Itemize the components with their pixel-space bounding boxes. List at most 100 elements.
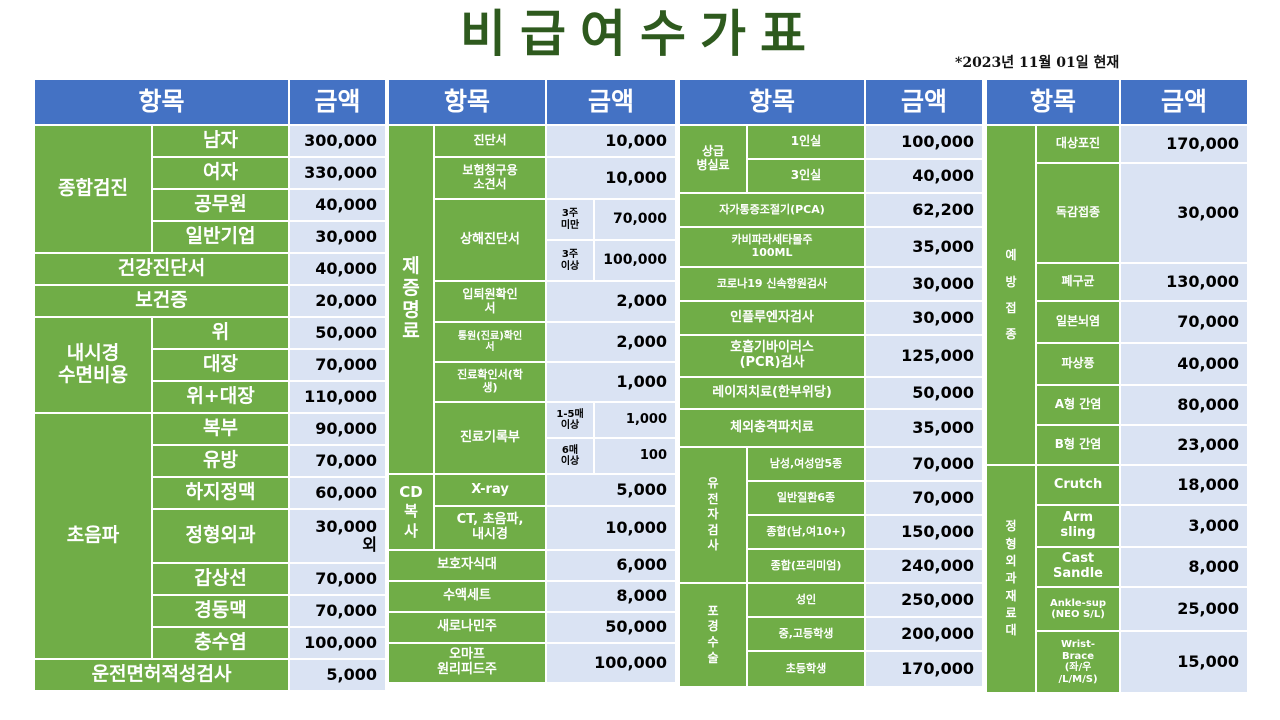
- item-value: 70,000: [288, 562, 388, 596]
- item-label: 상해진단서: [432, 198, 548, 282]
- item-value: 1,000: [593, 401, 678, 439]
- item-value: 50,000: [288, 316, 388, 350]
- item-value: 80,000: [1119, 384, 1250, 426]
- item-label: 일반질환6종: [745, 480, 867, 516]
- item-label: 초등학생: [745, 650, 867, 688]
- sub-label: 3주 미만: [545, 198, 596, 241]
- header-amount: 금액: [864, 78, 985, 126]
- item-value: 40,000: [864, 158, 985, 194]
- item-label: 경동맥: [150, 594, 291, 628]
- item-label: 성인: [745, 582, 867, 618]
- item-label: Crutch: [1034, 464, 1122, 506]
- page-title: 비급여수가표: [460, 5, 820, 63]
- item-value: 5,000: [545, 473, 678, 507]
- item-value: 40,000: [288, 252, 388, 286]
- category-ultrasound: 초음파: [33, 412, 153, 660]
- item-label: 자가통증조절기(PCA): [677, 192, 867, 228]
- item-label: Ankle-sup (NEO S/L): [1034, 586, 1122, 632]
- item-label: 운전면허적성검사: [32, 658, 291, 692]
- item-value: 170,000: [864, 650, 985, 688]
- item-value: 35,000: [864, 408, 985, 448]
- item-label: 일본뇌염: [1034, 300, 1122, 344]
- item-label: 입퇴원확인 서: [432, 280, 548, 323]
- header-amount: 금액: [1119, 78, 1250, 126]
- item-label: X-ray: [432, 473, 548, 507]
- item-value: 40,000: [1119, 342, 1250, 386]
- item-label: 보호자식대: [386, 549, 548, 582]
- item-label: 카비파라세타몰주 100ML: [677, 226, 867, 268]
- item-value: 10,000: [545, 124, 678, 158]
- header-amount: 금액: [288, 78, 388, 126]
- item-label: 체외충격파치료: [677, 408, 867, 448]
- category-orthosis: 정 형 외 과 재 료 대: [985, 464, 1037, 694]
- item-value: 50,000: [545, 611, 678, 644]
- header-item: 항목: [386, 78, 548, 126]
- item-label: 대장: [150, 348, 291, 382]
- item-label: 정형외과: [150, 508, 291, 564]
- item-label: Cast Sandle: [1034, 546, 1122, 588]
- item-label: 중,고등학생: [745, 616, 867, 652]
- item-label: 복부: [150, 412, 291, 446]
- item-value: 130,000: [1119, 262, 1250, 302]
- item-value: 70,000: [288, 594, 388, 628]
- item-value: 30,000: [864, 266, 985, 302]
- item-value: 100,000: [593, 239, 678, 282]
- category-room: 상급 병실료: [678, 124, 748, 194]
- header-item: 항목: [984, 78, 1122, 126]
- header-item: 항목: [32, 78, 291, 126]
- header-item: 항목: [677, 78, 867, 126]
- price-table-4: 항목 금액 예 방 접 종 대상포진 170,000 독감접종 30,000 폐…: [984, 78, 1250, 694]
- item-label: 종합(프리미엄): [745, 548, 867, 584]
- item-label: 일반기업: [150, 220, 291, 254]
- item-value: 70,000: [593, 198, 678, 241]
- item-label: 위+대장: [150, 380, 291, 414]
- sub-label: 6매 이상: [545, 437, 596, 475]
- item-value: 90,000: [288, 412, 388, 446]
- item-value: 60,000: [288, 476, 388, 510]
- item-value: 30,000: [288, 220, 388, 254]
- item-label: 독감접종: [1034, 162, 1122, 264]
- item-value: 70,000: [864, 446, 985, 482]
- item-label: 대상포진: [1034, 124, 1122, 164]
- item-label: 1인실: [745, 124, 867, 160]
- item-label: 종합(남,여10+): [745, 514, 867, 550]
- item-label: 인플루엔자검사: [677, 300, 867, 336]
- item-label: 보험청구용 소견서: [432, 156, 548, 200]
- item-value: 8,000: [545, 580, 678, 613]
- item-label: B형 간염: [1034, 424, 1122, 466]
- item-value: 2,000: [545, 321, 678, 363]
- item-value: 70,000: [288, 444, 388, 478]
- item-value: 30,000: [864, 300, 985, 336]
- item-label: 남자: [150, 124, 291, 158]
- header-amount: 금액: [545, 78, 678, 126]
- category-health-checkup: 종합검진: [33, 124, 153, 254]
- item-value: 18,000: [1119, 464, 1250, 506]
- item-value: 5,000: [288, 658, 388, 692]
- item-label: 진료기록부: [432, 401, 548, 475]
- item-label: 건강진단서: [32, 252, 291, 286]
- sub-label: 3주 이상: [545, 239, 596, 282]
- item-label: 유방: [150, 444, 291, 478]
- item-value: 10,000: [545, 505, 678, 551]
- item-value: 10,000: [545, 156, 678, 200]
- item-label: 오마프 원리피드주: [386, 642, 548, 684]
- item-label: 호흡기바이러스 (PCR)검사: [677, 334, 867, 378]
- item-value: 100: [593, 437, 678, 475]
- sub-label: 1-5매 이상: [545, 401, 596, 439]
- item-value: 70,000: [1119, 300, 1250, 344]
- item-label: 폐구균: [1034, 262, 1122, 302]
- category-cd-copy: CD 복 사: [387, 473, 435, 551]
- item-value: 100,000: [864, 124, 985, 160]
- item-value: 2,000: [545, 280, 678, 323]
- item-label: 위: [150, 316, 291, 350]
- item-value: 110,000: [288, 380, 388, 414]
- item-label: 여자: [150, 156, 291, 190]
- item-value: 23,000: [1119, 424, 1250, 466]
- item-value: 100,000: [545, 642, 678, 684]
- category-genetic: 유 전 자 검 사: [678, 446, 748, 584]
- item-value: 30,000: [1119, 162, 1250, 264]
- item-label: 통원(진료)확인 서: [432, 321, 548, 363]
- item-value: 200,000: [864, 616, 985, 652]
- item-label: 3인실: [745, 158, 867, 194]
- item-label: 파상풍: [1034, 342, 1122, 386]
